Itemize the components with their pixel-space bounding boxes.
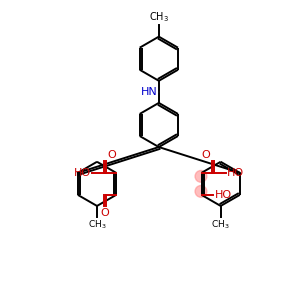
Text: O: O <box>108 150 116 160</box>
Text: HO: HO <box>227 168 244 178</box>
Text: O: O <box>100 208 109 218</box>
Circle shape <box>195 185 207 197</box>
Text: O: O <box>201 150 210 160</box>
Circle shape <box>195 170 207 182</box>
Text: HO: HO <box>214 190 232 200</box>
Text: HO: HO <box>74 168 91 178</box>
Text: CH$_3$: CH$_3$ <box>212 219 230 231</box>
Text: HN: HN <box>141 87 158 97</box>
Text: CH$_3$: CH$_3$ <box>149 10 169 24</box>
Text: CH$_3$: CH$_3$ <box>88 219 106 231</box>
